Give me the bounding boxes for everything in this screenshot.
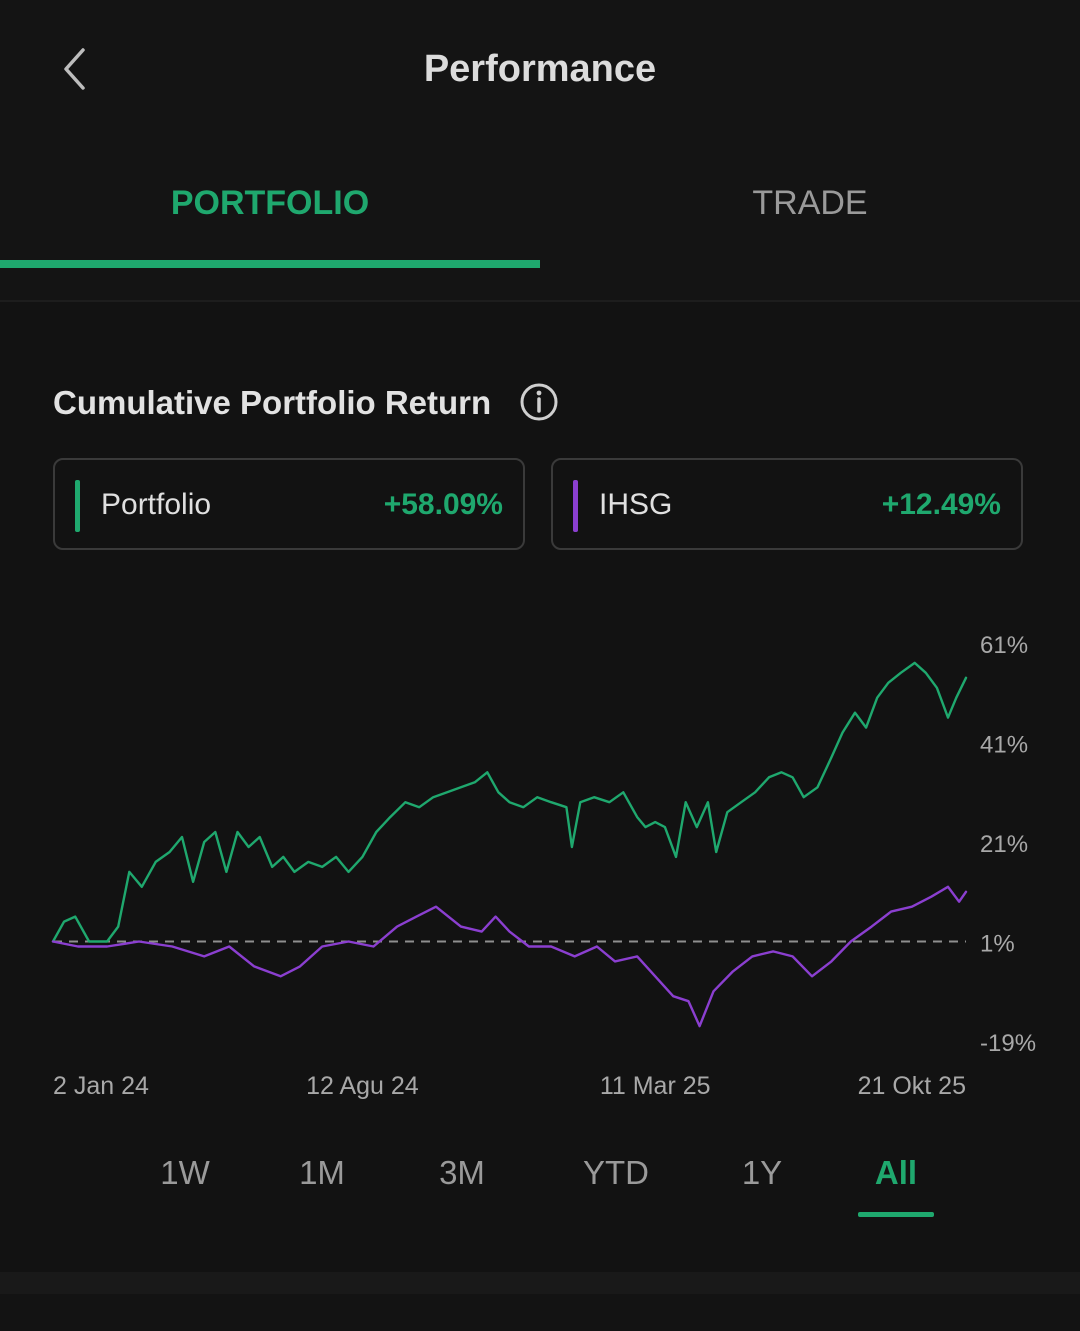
range-tab-3m[interactable]: 3M bbox=[439, 1154, 485, 1191]
y-tick-label: -19% bbox=[980, 1030, 1036, 1057]
active-range-indicator bbox=[858, 1212, 934, 1217]
legend-card-portfolio: Portfolio +58.09% bbox=[53, 458, 525, 550]
legend-name: IHSG bbox=[599, 488, 673, 521]
info-icon[interactable] bbox=[519, 382, 559, 422]
range-tab-1w[interactable]: 1W bbox=[160, 1154, 210, 1191]
legend-value: +12.49% bbox=[881, 488, 1001, 521]
tab-trade[interactable]: TRADE bbox=[752, 184, 868, 222]
tab-portfolio[interactable]: PORTFOLIO bbox=[170, 184, 370, 222]
range-selector: 1W 1M 3M YTD 1Y All bbox=[0, 1150, 1080, 1230]
x-tick-label: 12 Agu 24 bbox=[306, 1072, 419, 1100]
top-bar: Performance bbox=[0, 0, 1080, 140]
section-title: Cumulative Portfolio Return bbox=[53, 384, 492, 421]
y-tick-label: 21% bbox=[980, 831, 1028, 858]
tab-bar: PORTFOLIO TRADE bbox=[0, 140, 1080, 302]
y-tick-label: 1% bbox=[980, 931, 1015, 958]
range-tab-all[interactable]: All bbox=[874, 1154, 918, 1191]
x-tick-label: 2 Jan 24 bbox=[53, 1072, 149, 1100]
x-tick-label: 11 Mar 25 bbox=[600, 1072, 711, 1100]
legend-color-bar bbox=[75, 480, 80, 532]
range-tab-1y[interactable]: 1Y bbox=[741, 1154, 783, 1191]
return-chart[interactable]: 61% 41% 21% 1% -19% 2 Jan 24 12 Agu 24 11 Mar 2… bbox=[0, 600, 1080, 1120]
series-line-portfolio bbox=[51, 661, 968, 943]
series-line-ihsg bbox=[51, 885, 968, 1028]
chevron-left-icon bbox=[64, 48, 85, 90]
y-tick-label: 41% bbox=[980, 732, 1028, 759]
range-tab-1m[interactable]: 1M bbox=[299, 1154, 345, 1191]
x-tick-label: 21 Okt 25 bbox=[858, 1072, 966, 1100]
section-divider bbox=[0, 1272, 1080, 1294]
performance-section bbox=[0, 302, 1080, 1272]
tab-divider bbox=[0, 300, 1080, 302]
legend-color-bar bbox=[573, 480, 578, 532]
active-tab-indicator bbox=[0, 260, 540, 268]
range-tab-ytd[interactable]: YTD bbox=[583, 1154, 649, 1191]
legend-card-ihsg: IHSG +12.49% bbox=[551, 458, 1023, 550]
page-title: Performance bbox=[423, 48, 657, 90]
legend-name: Portfolio bbox=[101, 488, 212, 521]
back-button[interactable] bbox=[52, 44, 100, 96]
legend-value: +58.09% bbox=[383, 488, 503, 521]
y-tick-label: 61% bbox=[980, 632, 1028, 659]
